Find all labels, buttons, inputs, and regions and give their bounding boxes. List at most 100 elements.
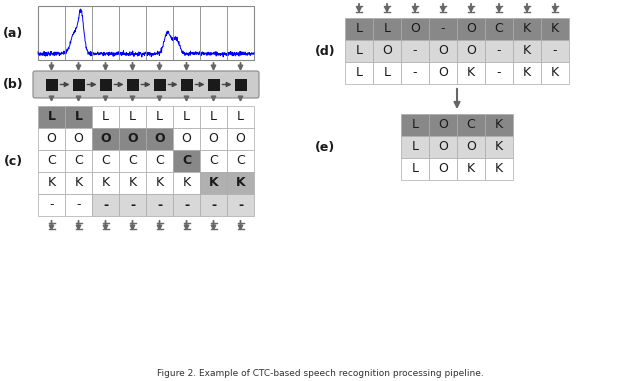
Bar: [401, 158, 429, 180]
Text: K: K: [523, 22, 531, 35]
Text: L: L: [129, 110, 136, 123]
Text: -: -: [157, 199, 162, 211]
Bar: [45, 78, 58, 91]
Text: O: O: [47, 133, 56, 146]
Text: O: O: [382, 45, 392, 58]
Text: L: L: [74, 110, 83, 123]
Text: C: C: [209, 155, 218, 168]
Text: L: L: [237, 110, 244, 123]
Bar: [457, 62, 485, 84]
Bar: [457, 114, 485, 136]
Bar: [38, 128, 65, 150]
Text: L: L: [412, 118, 419, 131]
Bar: [485, 62, 513, 84]
Bar: [65, 128, 92, 150]
Bar: [429, 158, 457, 180]
Text: C: C: [101, 155, 110, 168]
Text: K: K: [467, 163, 475, 176]
Bar: [200, 106, 227, 128]
Text: C: C: [182, 155, 191, 168]
Text: O: O: [236, 133, 245, 146]
Text: C: C: [467, 118, 476, 131]
Bar: [485, 18, 513, 40]
Text: O: O: [209, 133, 218, 146]
Text: -: -: [49, 199, 54, 211]
Bar: [146, 194, 173, 216]
Text: (a): (a): [3, 27, 23, 40]
Bar: [457, 158, 485, 180]
Bar: [429, 136, 457, 158]
Bar: [485, 114, 513, 136]
Bar: [92, 128, 119, 150]
Bar: [92, 172, 119, 194]
Text: L: L: [383, 22, 390, 35]
Text: -: -: [103, 199, 108, 211]
Text: L: L: [355, 45, 362, 58]
Bar: [541, 62, 569, 84]
Text: L: L: [383, 67, 390, 80]
Bar: [180, 78, 193, 91]
Bar: [200, 172, 227, 194]
Bar: [401, 62, 429, 84]
Text: K: K: [74, 176, 83, 189]
Text: O: O: [127, 133, 138, 146]
Text: K: K: [495, 141, 503, 154]
Bar: [429, 62, 457, 84]
Text: -: -: [211, 199, 216, 211]
Text: K: K: [467, 67, 475, 80]
Text: K: K: [101, 176, 109, 189]
Text: C: C: [495, 22, 504, 35]
Text: K: K: [551, 67, 559, 80]
Text: (b): (b): [3, 78, 23, 91]
Text: -: -: [413, 67, 417, 80]
Bar: [92, 194, 119, 216]
Text: K: K: [129, 176, 136, 189]
Text: L: L: [102, 110, 109, 123]
Bar: [429, 18, 457, 40]
Bar: [485, 136, 513, 158]
Text: -: -: [184, 199, 189, 211]
Text: O: O: [438, 45, 448, 58]
Bar: [541, 40, 569, 62]
Bar: [401, 114, 429, 136]
Text: -: -: [130, 199, 135, 211]
Bar: [200, 194, 227, 216]
Text: O: O: [466, 22, 476, 35]
Bar: [154, 78, 166, 91]
Text: C: C: [47, 155, 56, 168]
Text: L: L: [355, 67, 362, 80]
Bar: [373, 18, 401, 40]
Bar: [72, 78, 84, 91]
Text: -: -: [441, 22, 445, 35]
Text: O: O: [74, 133, 83, 146]
Bar: [457, 136, 485, 158]
Text: C: C: [236, 155, 245, 168]
Text: O: O: [466, 141, 476, 154]
Bar: [513, 40, 541, 62]
Bar: [513, 18, 541, 40]
Bar: [200, 128, 227, 150]
Bar: [234, 78, 246, 91]
Text: K: K: [523, 67, 531, 80]
Bar: [227, 172, 254, 194]
Bar: [146, 172, 173, 194]
Text: O: O: [466, 45, 476, 58]
Bar: [513, 62, 541, 84]
Bar: [38, 6, 254, 60]
Text: K: K: [523, 45, 531, 58]
Text: K: K: [156, 176, 164, 189]
Bar: [127, 78, 138, 91]
Text: -: -: [76, 199, 81, 211]
Text: O: O: [182, 133, 191, 146]
Bar: [38, 172, 65, 194]
Text: O: O: [438, 118, 448, 131]
Text: C: C: [128, 155, 137, 168]
Bar: [173, 172, 200, 194]
Bar: [99, 78, 111, 91]
Bar: [345, 62, 373, 84]
Bar: [65, 150, 92, 172]
Bar: [38, 106, 65, 128]
Bar: [401, 40, 429, 62]
Bar: [65, 172, 92, 194]
Bar: [401, 136, 429, 158]
